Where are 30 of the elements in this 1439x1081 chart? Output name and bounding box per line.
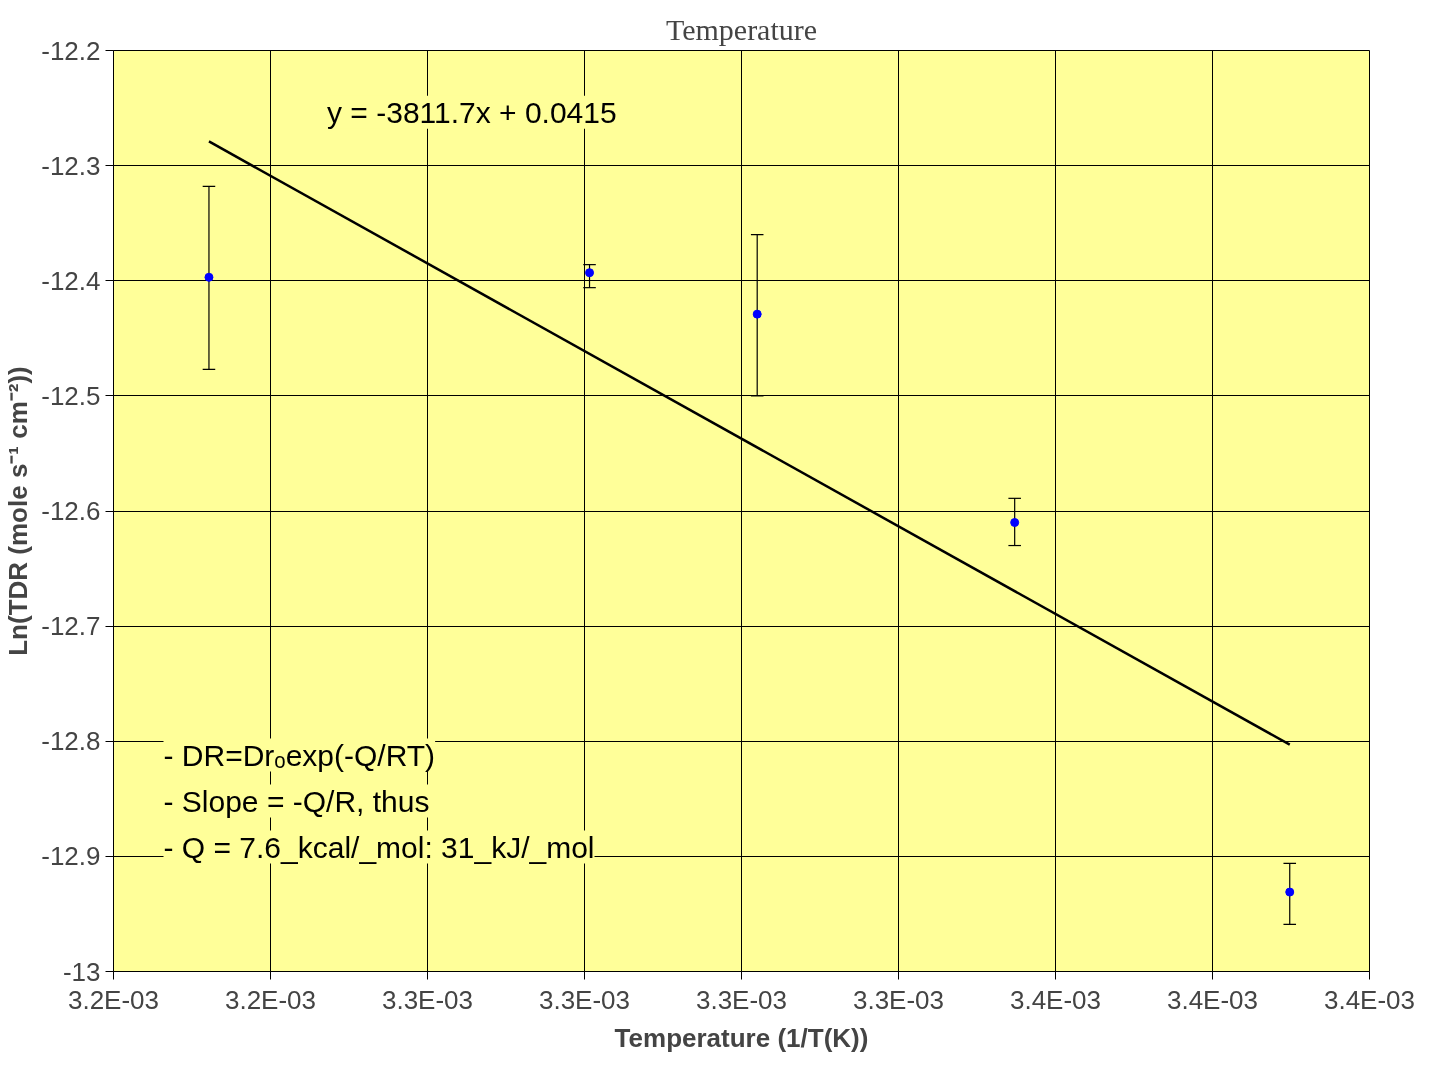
x-tick-label: 3.2E-03 bbox=[224, 984, 317, 1015]
y-tick-label: -12.4 bbox=[41, 265, 101, 296]
point bbox=[752, 309, 762, 319]
y-tick-label: -12.8 bbox=[41, 726, 101, 757]
x-tick-label: 3.4E-03 bbox=[1166, 984, 1259, 1015]
annotation: - DR=Drₒexp(-Q/RT) bbox=[163, 738, 436, 772]
x-tick-label: 3.3E-03 bbox=[538, 984, 631, 1015]
y-tick-label: -12.9 bbox=[41, 841, 101, 872]
y-axis-title: Ln(TDR (mole s⁻¹ cm⁻²)) bbox=[3, 366, 34, 656]
y-tick-label: -12.5 bbox=[41, 380, 101, 411]
x-tick-label: 3.3E-03 bbox=[852, 984, 945, 1015]
annotation: - Q = 7.6_kcal/_mol: 31_kJ/_mol bbox=[163, 830, 595, 864]
y-tick-label: -12.3 bbox=[41, 150, 101, 181]
chart-title: Temperature bbox=[665, 12, 818, 46]
y-tick-label: -12.6 bbox=[41, 496, 101, 526]
point bbox=[1285, 887, 1295, 897]
x-tick-label: 3.4E-03 bbox=[1323, 984, 1416, 1015]
y-tick-label: -12.2 bbox=[41, 35, 101, 66]
x-axis-title: Temperature (1/T(K)) bbox=[614, 1022, 869, 1053]
annotation: - Slope = -Q/R, thus bbox=[163, 784, 430, 818]
y-tick-label: -13 bbox=[62, 956, 101, 987]
x-tick-label: 3.4E-03 bbox=[1009, 984, 1102, 1015]
point bbox=[204, 272, 214, 282]
point bbox=[1010, 518, 1020, 527]
x-tick-label: 3.3E-03 bbox=[695, 984, 788, 1015]
x-tick-label: 3.3E-03 bbox=[381, 984, 474, 1015]
x-tick-label: 3.2E-03 bbox=[67, 984, 160, 1015]
y-tick-label: -12.7 bbox=[41, 611, 101, 642]
annotation: y = -3811.7x + 0.0415 bbox=[327, 95, 617, 129]
point bbox=[585, 268, 595, 278]
